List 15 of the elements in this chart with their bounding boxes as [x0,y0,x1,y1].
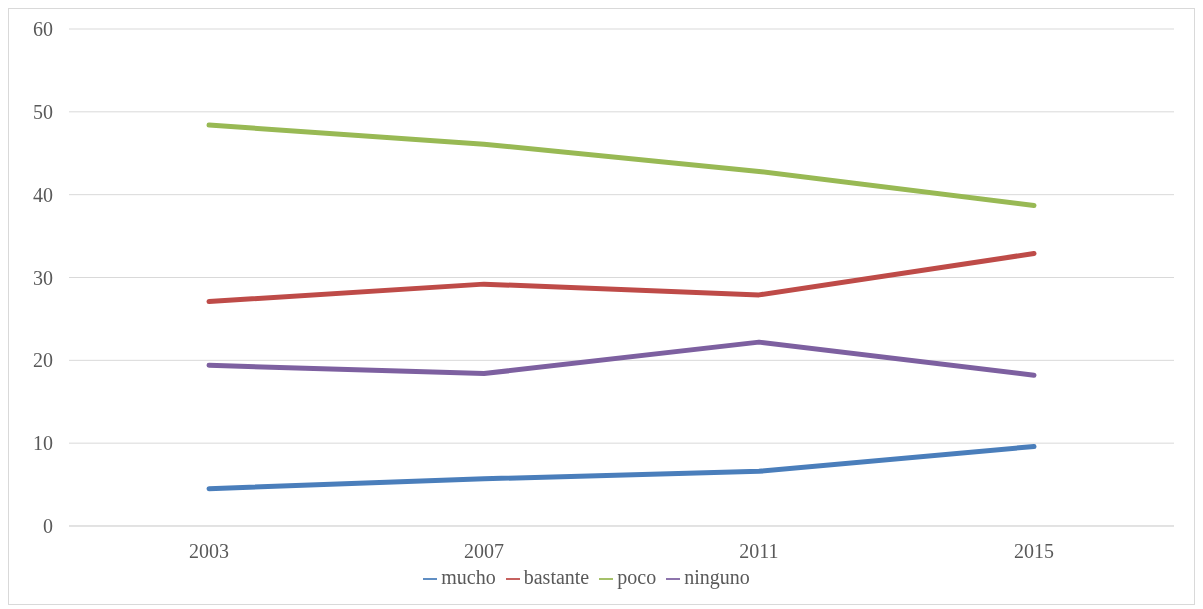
legend-label: ninguno [684,566,750,588]
y-tick-label: 20 [33,349,53,372]
x-tick-label: 2007 [464,540,504,563]
y-tick-label: 60 [33,18,53,41]
x-tick-label: 2015 [1014,540,1054,563]
x-tick-label: 2011 [739,540,779,563]
y-tick-label: 50 [33,100,53,123]
legend-label: bastante [523,566,590,588]
y-tick-label: 40 [33,183,53,206]
y-tick-label: 10 [33,432,53,455]
legend-label: mucho [441,566,496,588]
x-tick-label: 2003 [189,540,229,563]
legend-label: poco [617,566,657,588]
y-tick-label: 0 [43,515,53,538]
y-tick-label: 30 [33,266,53,289]
